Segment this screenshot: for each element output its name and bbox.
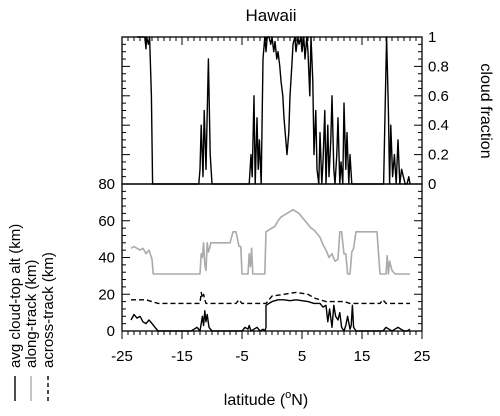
series-line-across-track-km: [131, 291, 410, 305]
y-right-tick-label: 0.8: [428, 58, 449, 75]
legend-label: across-track (km): [40, 252, 57, 368]
legend-label: avg cloud-top alt (km): [7, 224, 24, 368]
y-right-tick-label: 0.4: [428, 117, 449, 134]
legend-label: along-track (km): [23, 260, 40, 368]
right-axis-label: cloud fraction: [477, 63, 494, 158]
x-tick-label: -15: [171, 348, 193, 365]
lower-panel-frame: [121, 183, 423, 332]
series-line-cloud-fraction: [137, 36, 411, 185]
y-left-tick-label: 60: [98, 213, 115, 230]
chart-title: Hawaii: [245, 6, 296, 25]
series-line-avg-cloud-top-alt-km: [130, 299, 411, 332]
x-tick-label: -5: [235, 348, 248, 365]
x-tick-label: -25: [111, 348, 133, 365]
x-tick-label: 5: [298, 348, 306, 365]
tick-marks: [121, 36, 423, 339]
upper-panel-frame: [121, 36, 423, 185]
tick-labels: -25 -15 -5 5 15 25 0 20 40 60 80 0 0.2 0.4 0.6 0.8 1: [98, 29, 449, 365]
y-right-tick-label: 0.2: [428, 147, 449, 164]
y-right-tick-label: 1: [428, 29, 436, 46]
x-axis-label: latitude (oN): [224, 389, 308, 409]
y-right-tick-label: 0: [428, 176, 436, 193]
y-left-tick-label: 40: [98, 250, 115, 267]
y-right-tick-label: 0.6: [428, 88, 449, 105]
legend: avg cloud-top alt (km) along-track (km) ac…: [7, 224, 57, 401]
series-layer: [130, 36, 411, 332]
x-tick-label: 15: [354, 348, 371, 365]
x-tick-label: 25: [414, 348, 431, 365]
series-line-along-track-km: [130, 208, 410, 275]
y-left-tick-label: 0: [107, 323, 115, 340]
y-left-tick-label: 20: [98, 286, 115, 303]
y-left-tick-label: 80: [98, 176, 115, 193]
